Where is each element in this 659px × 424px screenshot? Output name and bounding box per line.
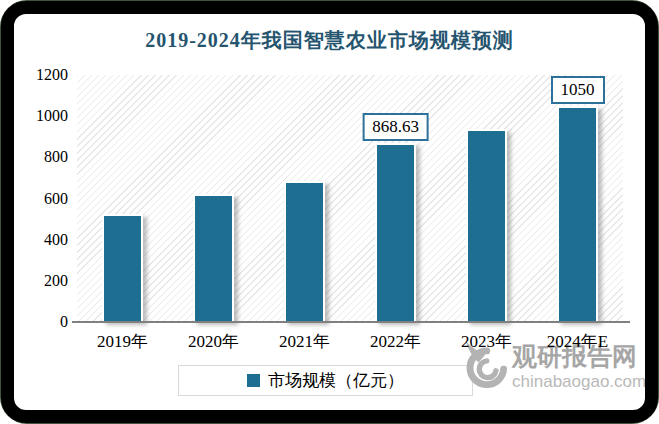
- plot-area: [77, 75, 623, 322]
- y-axis-label: 200: [0, 271, 68, 291]
- x-axis-label: 2024年E: [532, 330, 623, 353]
- watermark-domain: chinabaogao.com: [512, 372, 646, 392]
- x-axis-line: [72, 321, 630, 323]
- legend: 市场规模（亿元）: [178, 365, 473, 396]
- data-label-2022年: 868.63: [362, 113, 429, 141]
- bar-2021年: [284, 181, 325, 322]
- y-axis-label: 800: [0, 147, 68, 167]
- x-axis-label: 2021年: [259, 330, 350, 353]
- bar-2022年: [375, 143, 416, 322]
- x-axis-label: 2023年: [441, 330, 532, 353]
- bar-2024年E: [557, 106, 598, 322]
- x-axis-label: 2022年: [350, 330, 441, 353]
- data-label-2024年E: 1050: [551, 76, 605, 104]
- y-axis-label: 1000: [0, 106, 68, 126]
- y-axis-label: 400: [0, 230, 68, 250]
- x-axis-labels: 2019年2020年2021年2022年2023年2024年E: [77, 330, 623, 354]
- x-axis-label: 2020年: [168, 330, 259, 353]
- bar-2020年: [193, 194, 234, 322]
- legend-label: 市场规模（亿元）: [268, 369, 404, 392]
- bar-2023年: [466, 129, 507, 322]
- x-axis-label: 2019年: [77, 330, 168, 353]
- chart-screenshot: 2019-2024年我国智慧农业市场规模预测 0 200 400 600 800 1000…: [0, 0, 659, 424]
- y-axis-label: 600: [0, 189, 68, 209]
- y-axis-label: 0: [0, 312, 68, 332]
- chart-title: 2019-2024年我国智慧农业市场规模预测: [0, 27, 659, 54]
- bar-2019年: [102, 214, 143, 322]
- y-axis-label: 1200: [0, 65, 68, 85]
- legend-swatch: [247, 374, 260, 387]
